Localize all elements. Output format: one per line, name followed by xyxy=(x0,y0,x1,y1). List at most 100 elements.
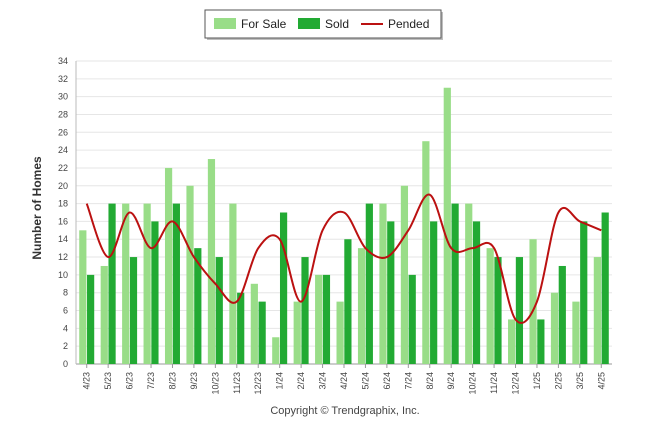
bars xyxy=(79,87,609,365)
for-sale-bar xyxy=(315,274,323,364)
for-sale-bar xyxy=(79,230,87,364)
for-sale-bar xyxy=(122,203,130,364)
sold-bar xyxy=(172,203,180,364)
for-sale-bar xyxy=(529,239,537,364)
x-tick-label: 6/23 xyxy=(125,372,135,390)
for-sale-bar xyxy=(572,301,580,364)
x-tick-label: 1/24 xyxy=(275,372,285,390)
sold-bar xyxy=(430,221,438,364)
for-sale-bar xyxy=(207,159,216,364)
x-tick-label: 4/24 xyxy=(339,372,349,390)
y-tick-label: 24 xyxy=(58,145,68,155)
x-tick-label: 8/24 xyxy=(425,372,435,390)
for-sale-bar xyxy=(550,292,559,364)
for-sale-bar xyxy=(357,248,366,364)
x-tick-label: 4/25 xyxy=(596,372,606,390)
sold-bar xyxy=(129,257,138,364)
legend-swatch-for-sale xyxy=(214,18,236,29)
for-sale-bar xyxy=(400,185,409,364)
sold-bar xyxy=(472,221,481,364)
legend: For Sale Sold Pended xyxy=(204,9,443,40)
sold-bar xyxy=(301,257,309,364)
y-axis-title: Number of Homes xyxy=(30,156,44,260)
x-tick-label: 5/24 xyxy=(360,372,370,390)
for-sale-bar xyxy=(336,301,344,364)
y-tick-label: 4 xyxy=(63,323,68,333)
sold-bar xyxy=(408,274,416,364)
sold-bar xyxy=(237,292,245,364)
sold-bar xyxy=(601,212,609,364)
y-tick-label: 34 xyxy=(58,56,68,66)
pended-line-group xyxy=(85,193,602,324)
sold-bar xyxy=(494,257,502,364)
for-sale-bar xyxy=(508,319,516,364)
x-tick-label: 2/24 xyxy=(296,372,306,390)
x-axis: 4/23 5/23 6/23 7/23 8/23 9/23 10/23 11/23 12/23 1… xyxy=(82,364,606,395)
x-tick-label: 11/23 xyxy=(232,372,242,394)
for-sale-bar xyxy=(250,283,258,364)
x-tick-label: 8/23 xyxy=(167,372,177,390)
y-tick-label: 30 xyxy=(58,92,68,102)
x-tick-label: 4/23 xyxy=(82,372,92,390)
for-sale-bar xyxy=(422,141,430,364)
sold-bar xyxy=(151,221,159,364)
for-sale-bar xyxy=(465,203,473,364)
x-tick-label: 11/24 xyxy=(489,372,499,394)
y-tick-label: 10 xyxy=(58,270,68,280)
y-tick-label: 28 xyxy=(58,109,68,119)
for-sale-bar xyxy=(186,185,194,364)
sold-bar xyxy=(580,221,588,364)
legend-box xyxy=(204,9,442,39)
x-tick-label: 9/24 xyxy=(446,372,456,390)
legend-label-pended: Pended xyxy=(388,17,429,31)
y-tick-label: 2 xyxy=(63,341,68,351)
sold-bar xyxy=(215,257,223,364)
x-tick-label: 7/23 xyxy=(146,372,156,390)
y-tick-label: 18 xyxy=(58,199,68,209)
x-tick-label: 3/24 xyxy=(318,372,328,390)
y-tick-label: 32 xyxy=(58,74,68,84)
for-sale-bar xyxy=(486,248,494,364)
y-tick-label: 16 xyxy=(58,216,68,226)
sold-bar xyxy=(515,257,524,364)
x-tick-label: 5/23 xyxy=(103,372,113,390)
for-sale-bar xyxy=(229,203,237,364)
for-sale-bar xyxy=(293,301,301,364)
x-tick-label: 12/23 xyxy=(253,372,263,395)
sold-bar xyxy=(365,203,373,364)
for-sale-bar xyxy=(272,337,280,364)
x-tick-label: 1/25 xyxy=(532,372,542,390)
y-tick-label: 8 xyxy=(63,288,68,298)
for-sale-bar xyxy=(443,87,451,365)
x-tick-label: 12/24 xyxy=(511,372,521,395)
for-sale-bar xyxy=(100,265,108,364)
sold-bar xyxy=(387,221,395,364)
for-sale-bar xyxy=(379,203,387,364)
legend-swatch-sold xyxy=(298,18,320,29)
legend-label-sold: Sold xyxy=(325,17,349,31)
y-tick-label: 12 xyxy=(58,252,68,262)
y-tick-label: 22 xyxy=(58,163,68,173)
x-tick-label: 2/25 xyxy=(553,372,563,390)
sold-bar xyxy=(87,274,95,364)
for-sale-bar xyxy=(164,167,173,364)
x-tick-label: 9/23 xyxy=(189,372,199,390)
sold-bar xyxy=(258,301,266,364)
sold-bar xyxy=(344,239,352,364)
sold-bar xyxy=(194,248,202,364)
sold-bar xyxy=(537,319,545,364)
y-tick-label: 14 xyxy=(58,234,68,244)
x-tick-label: 3/25 xyxy=(575,372,585,390)
sold-bar xyxy=(558,265,566,364)
x-tick-label: 7/24 xyxy=(403,372,413,390)
y-tick-label: 20 xyxy=(58,181,68,191)
pended-line xyxy=(85,193,602,324)
sold-bar xyxy=(451,203,459,364)
y-tick-label: 6 xyxy=(63,306,68,316)
x-tick-label: 10/23 xyxy=(210,372,220,395)
y-tick-label: 0 xyxy=(63,359,68,369)
x-tick-label: 10/24 xyxy=(468,372,478,395)
